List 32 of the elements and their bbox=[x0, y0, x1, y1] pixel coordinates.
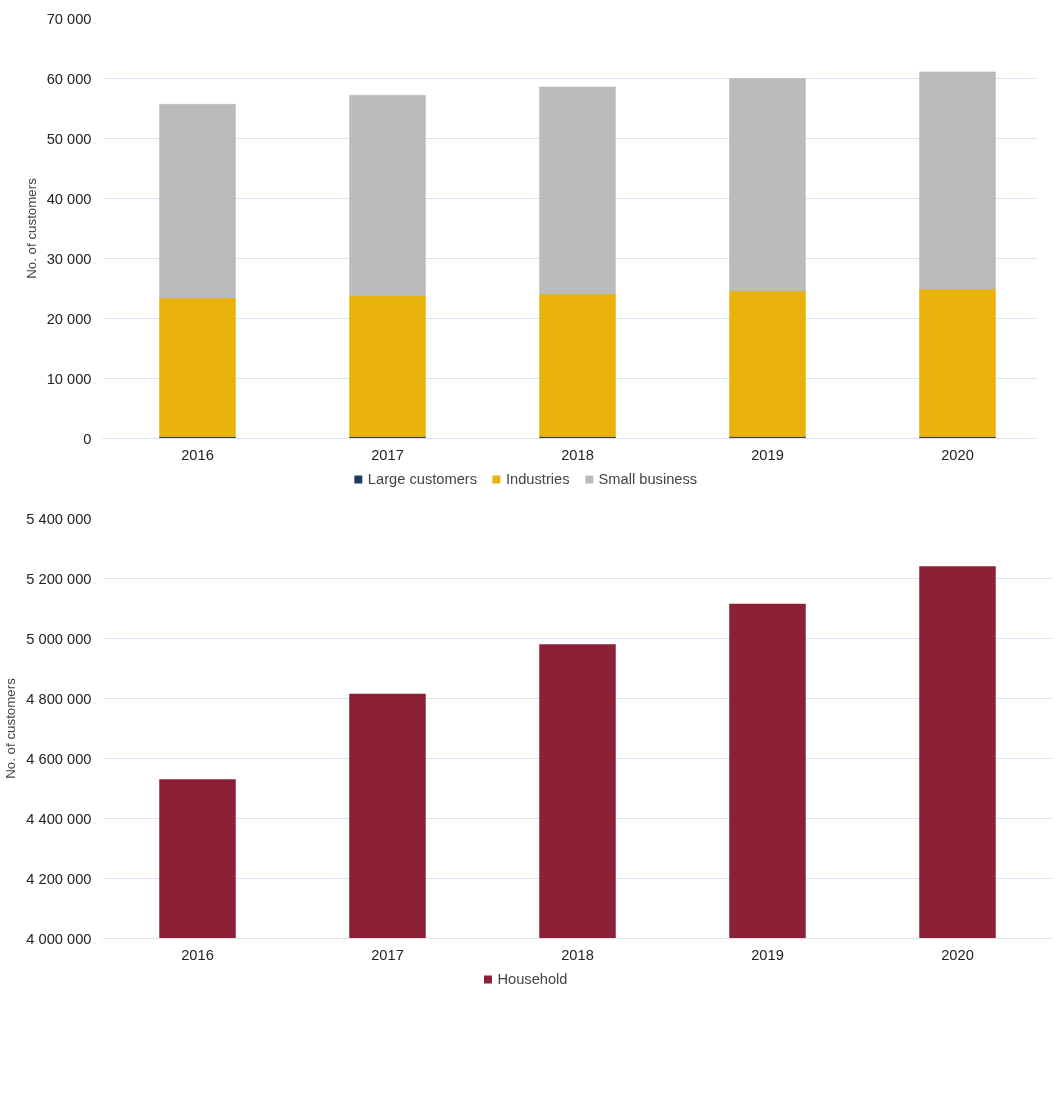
y-tick-label: 5 000 000 bbox=[26, 630, 92, 647]
y-tick-label: 5 400 000 bbox=[26, 510, 92, 527]
y-tick-label: 30 000 bbox=[46, 250, 92, 267]
y-tick-label: 70 000 bbox=[46, 10, 92, 27]
x-tick-label: 2020 bbox=[941, 446, 974, 463]
x-tick-label: 2019 bbox=[751, 446, 784, 463]
x-tick-label: 2016 bbox=[181, 446, 214, 463]
x-tick-label: 2017 bbox=[371, 946, 404, 963]
x-tick-label: 2017 bbox=[371, 446, 404, 463]
x-tick-label: 2016 bbox=[181, 946, 214, 963]
x-tick-label: 2019 bbox=[751, 946, 784, 963]
y-tick-label: 40 000 bbox=[46, 190, 92, 207]
y-tick-label: 4 400 000 bbox=[26, 810, 92, 827]
legend-label: Small business bbox=[598, 471, 698, 487]
y-tick-label: 50 000 bbox=[46, 130, 92, 147]
x-tick-label: 2018 bbox=[561, 946, 594, 963]
x-tick-label: 2018 bbox=[561, 446, 594, 463]
x-tick-label: 2020 bbox=[941, 946, 974, 963]
y-tick-label: 5 200 000 bbox=[26, 570, 92, 587]
y-tick-label: 20 000 bbox=[46, 310, 92, 327]
legend-label: Large customers bbox=[367, 471, 477, 487]
y-axis-title: No. of customers bbox=[3, 677, 19, 779]
y-tick-label: 4 000 000 bbox=[26, 930, 92, 947]
y-tick-label: 4 800 000 bbox=[26, 690, 92, 707]
y-tick-label: 4 600 000 bbox=[26, 750, 92, 767]
legend-label: Household bbox=[497, 971, 568, 987]
y-tick-label: 10 000 bbox=[46, 370, 92, 387]
y-tick-label: 4 200 000 bbox=[26, 870, 92, 887]
y-axis-title: No. of customers bbox=[23, 177, 39, 279]
y-tick-label: 0 bbox=[83, 430, 92, 447]
legend-label: Industries bbox=[506, 471, 570, 487]
y-tick-label: 60 000 bbox=[46, 70, 92, 87]
